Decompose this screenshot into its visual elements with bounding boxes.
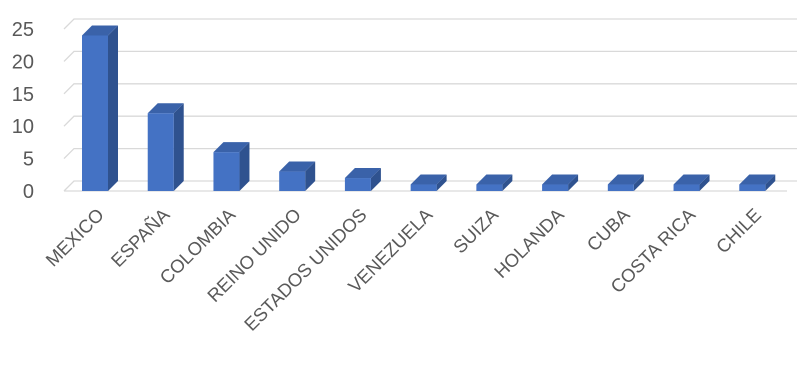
gridline [63, 115, 797, 127]
y-tick-label: 5 [23, 149, 34, 171]
gridline [63, 50, 797, 62]
x-category-label: HOLANDA [490, 204, 569, 283]
x-category-label: CHILE [712, 204, 765, 257]
x-category-label: MEXICO [41, 204, 107, 270]
x-category-label: SUIZA [449, 204, 503, 258]
y-tick-label: 15 [12, 84, 34, 106]
x-category-label: CUBA [582, 204, 634, 256]
bar [476, 174, 513, 191]
gridlines [63, 18, 797, 192]
y-axis-ticks: 0 5 10 15 20 25 [12, 19, 34, 203]
bar [607, 174, 644, 191]
x-category-label: ESTADOS UNIDOS [240, 204, 371, 335]
bar [344, 168, 381, 191]
bar [673, 174, 710, 191]
bar [542, 174, 579, 191]
bar [410, 174, 447, 191]
gridline [63, 83, 797, 95]
bars [82, 25, 776, 192]
x-category-label: ESPAÑA [107, 204, 174, 271]
gridline [63, 147, 797, 160]
y-tick-label: 10 [12, 116, 34, 138]
gridline [63, 18, 797, 30]
bar [739, 174, 776, 191]
bar [213, 142, 250, 191]
bar [147, 103, 184, 191]
y-tick-label: 25 [12, 19, 34, 41]
y-tick-label: 0 [23, 181, 34, 203]
bar [279, 161, 316, 191]
y-tick-label: 20 [12, 51, 34, 73]
bar [82, 25, 118, 192]
